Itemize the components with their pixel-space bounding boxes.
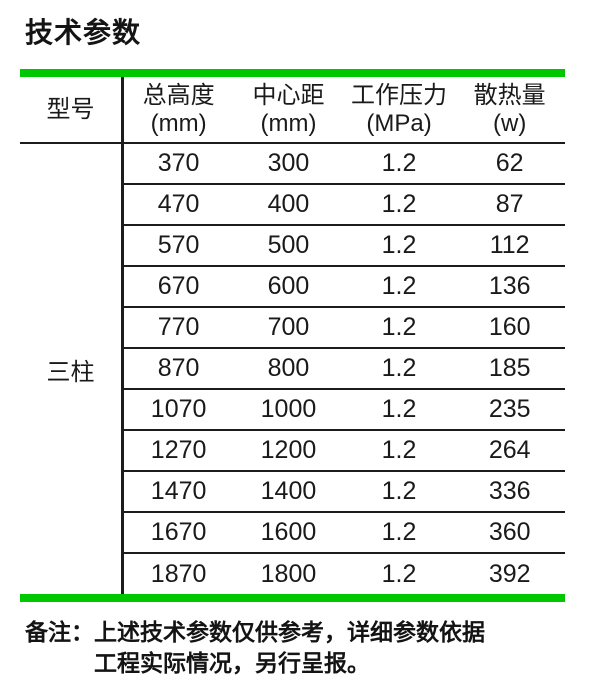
- table-cell: 670: [122, 266, 234, 308]
- table-row: 1270 1200 1.2 264: [20, 430, 565, 472]
- table-cell: 770: [122, 307, 234, 349]
- table-cell: 160: [454, 307, 565, 349]
- table-cell: 1.2: [343, 430, 455, 472]
- table-cell: 1.2: [381, 559, 417, 588]
- col-header-unit: (mm): [150, 109, 207, 137]
- column-header-total-height: 总高度 (mm): [122, 77, 234, 144]
- table-cell: 1270: [122, 430, 234, 472]
- table-cell: 1870: [150, 559, 207, 588]
- bottom-accent-bar: [20, 594, 565, 602]
- column-header-center-distance: 中心距 (mm): [233, 77, 344, 144]
- table-row: 1470 1400 1.2 336: [20, 471, 565, 513]
- table-header: 型号 总高度 (mm) 中心距 (mm) 工作压力 (MPa) 散热量 (w): [20, 77, 565, 144]
- col-header-label: 工作压力: [351, 81, 448, 109]
- col-header-unit: (MPa): [366, 109, 432, 137]
- table-cell: 1000: [233, 389, 344, 431]
- table-cell: 360: [454, 512, 565, 554]
- table-cell: 1.2: [343, 512, 455, 554]
- table-cell: 870: [122, 348, 234, 390]
- table-cell: 1.2: [343, 143, 455, 185]
- table-row: 670 600 1.2 136: [20, 266, 565, 308]
- column-header-model: 型号: [20, 77, 125, 144]
- table-cell: 87: [454, 184, 565, 226]
- table-row: 470 400 1.2 87: [20, 184, 565, 226]
- table-row: 三柱 370 300 1.2 62: [20, 143, 565, 594]
- col-header-label: 总高度: [142, 81, 215, 109]
- table-row: 1670 1600 1.2 360: [20, 512, 565, 554]
- table-row: 770 700 1.2 160: [20, 307, 565, 349]
- table-cell: 136: [454, 266, 565, 308]
- table-cell: 1.2: [343, 471, 455, 513]
- table-cell: 570: [122, 225, 234, 267]
- remarks-label: 备注：: [25, 619, 94, 645]
- col-header-label: 中心距: [252, 81, 325, 109]
- table-cell: 1.2: [343, 184, 455, 226]
- table-cell: 1670: [122, 512, 234, 554]
- remarks-line-2: 工程实际情况，另行呈报。: [94, 650, 370, 676]
- table-cell: 1.2: [343, 225, 455, 267]
- table-cell: 470: [122, 184, 234, 226]
- col-header-unit: (mm): [260, 109, 317, 137]
- table-cell: 800: [233, 348, 344, 390]
- table-cell: 300: [233, 143, 344, 185]
- col-header-label: 散热量: [473, 81, 546, 109]
- table-row: 570 500 1.2 112: [20, 225, 565, 267]
- table-cell: 370: [122, 143, 234, 185]
- table-cell: 1200: [233, 430, 344, 472]
- top-accent-bar: [20, 69, 565, 77]
- table-cell: 1.2: [343, 266, 455, 308]
- table-cell: 1070: [122, 389, 234, 431]
- table-row: 1870 1800 1.2 392: [20, 553, 565, 594]
- table-cell: 1.2: [343, 307, 455, 349]
- remarks-note: 备注： 上述技术参数仅供参考，详细参数依据 工程实际情况，另行呈报。: [25, 617, 600, 679]
- remarks-text: 上述技术参数仅供参考，详细参数依据 工程实际情况，另行呈报。: [94, 617, 485, 679]
- technical-parameters-table: 型号 总高度 (mm) 中心距 (mm) 工作压力 (MPa) 散热量 (w): [20, 77, 565, 594]
- model-value-cell: 三柱: [20, 143, 125, 594]
- table-cell: 185: [454, 348, 565, 390]
- column-header-heat-output: 散热量 (w): [454, 77, 565, 144]
- table-cell: 1600: [233, 512, 344, 554]
- table-cell: 235: [454, 389, 565, 431]
- table-cell: 1.2: [343, 348, 455, 390]
- table-cell: 1400: [233, 471, 344, 513]
- column-header-working-pressure: 工作压力 (MPa): [343, 77, 455, 144]
- table-cell: 400: [233, 184, 344, 226]
- table-cell: 392: [488, 559, 531, 588]
- table-cell: 500: [233, 225, 344, 267]
- col-header-unit: (w): [493, 109, 527, 137]
- table-cell: 700: [233, 307, 344, 349]
- table-row: 1070 1000 1.2 235: [20, 389, 565, 431]
- table-cell: 1.2: [343, 389, 455, 431]
- table-cell: 62: [454, 143, 565, 185]
- table-cell: 1470: [122, 471, 234, 513]
- table-cell: 264: [454, 430, 565, 472]
- remarks-line-1: 上述技术参数仅供参考，详细参数依据: [94, 619, 485, 645]
- table-cell: 336: [454, 471, 565, 513]
- table-cell: 1800: [260, 559, 317, 588]
- page-title: 技术参数: [25, 17, 142, 48]
- table-cell: 600: [233, 266, 344, 308]
- table-cell: 112: [454, 225, 565, 267]
- table-row: 870 800 1.2 185: [20, 348, 565, 390]
- table-body: 三柱 370 300 1.2 62 470 400 1.2 87 570 500 1.2 112 670 6…: [20, 143, 565, 594]
- table-header-row: 型号 总高度 (mm) 中心距 (mm) 工作压力 (MPa) 散热量 (w): [20, 77, 565, 144]
